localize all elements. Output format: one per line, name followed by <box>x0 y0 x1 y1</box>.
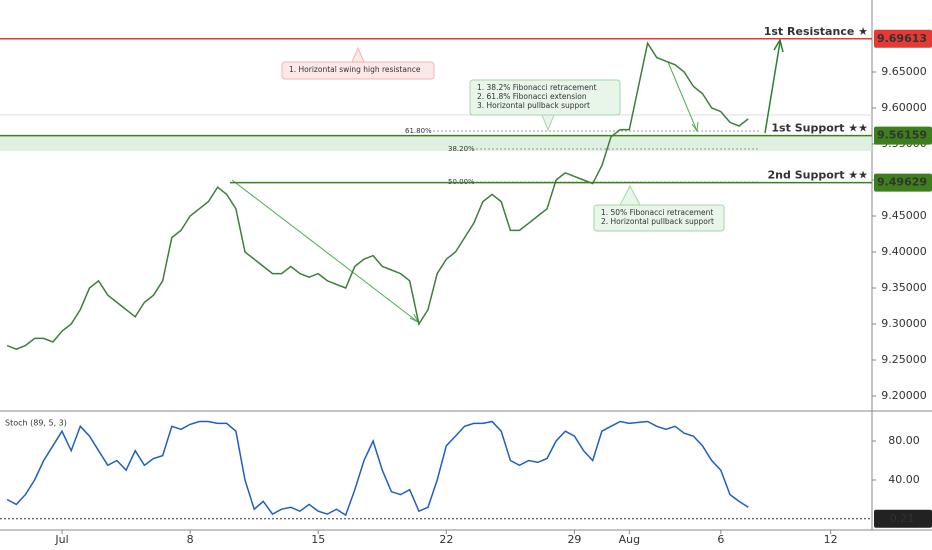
level-label: 2nd Support ★★ <box>768 169 869 182</box>
arrow <box>764 41 781 134</box>
annotation-text: 2. 61.8% Fibonacci extension <box>477 92 587 101</box>
y-tick-label: 80.00 <box>888 434 920 447</box>
arrow <box>231 179 419 323</box>
fib-label: 61.80% <box>405 127 432 135</box>
level-label: 1st Support ★★ <box>771 122 868 135</box>
stoch-box <box>874 509 932 528</box>
stoch-box-label: 0.21 <box>890 512 915 525</box>
annotation-text: 2. Horizontal pullback support <box>601 217 714 226</box>
annotation-box <box>593 204 725 232</box>
annotation-text: 1. Horizontal swing high resistance <box>289 65 421 74</box>
x-tick-label: 8 <box>187 533 194 546</box>
y-tick-label: 9.30000 <box>881 317 927 330</box>
data-line <box>6 41 749 351</box>
data-line <box>6 420 749 517</box>
arrow-head <box>773 38 784 53</box>
annotation-box <box>469 79 621 116</box>
callout-tip <box>619 184 641 206</box>
support-zone <box>0 135 872 151</box>
y-tick-label: 40.00 <box>888 473 920 486</box>
annotation-text: 1. 50% Fibonacci retracement <box>601 208 713 217</box>
y-tick-label: 9.40000 <box>881 245 927 258</box>
price-box <box>874 126 932 145</box>
x-tick-label: Jul <box>54 533 68 546</box>
x-tick-label: 15 <box>311 533 325 546</box>
arrow <box>667 61 698 132</box>
x-tick-label: 22 <box>439 533 453 546</box>
price-box-label: 9.56159 <box>877 129 927 142</box>
price-box <box>874 29 932 48</box>
arrows <box>231 38 784 324</box>
x-tick-label: 6 <box>717 533 724 546</box>
x-tick-label: 29 <box>567 533 581 546</box>
price-box-label: 9.69613 <box>877 32 927 45</box>
price-box <box>874 173 932 192</box>
annotation-box <box>281 61 435 80</box>
y-tick-label: 9.25000 <box>881 353 927 366</box>
x-tick-label: 12 <box>824 533 838 546</box>
price-box-label: 9.49629 <box>877 176 927 189</box>
stoch-title: Stoch (89, 5, 3) <box>5 419 67 428</box>
callout-tip <box>351 46 365 63</box>
x-tick-label: Aug <box>619 533 640 546</box>
annotation-text: 3. Horizontal pullback support <box>477 101 590 110</box>
y-tick-label: 9.35000 <box>881 281 927 294</box>
y-tick-label: 9.20000 <box>881 389 927 402</box>
annotation-text: 1. 38.2% Fibonacci retracement <box>477 83 597 92</box>
fib-label: 38.20% <box>448 145 475 153</box>
level-label: 1st Resistance ★ <box>764 25 868 38</box>
y-tick-label: 9.60000 <box>881 101 927 114</box>
y-tick-label: 9.65000 <box>881 65 927 78</box>
y-tick-label: 9.45000 <box>881 209 927 222</box>
